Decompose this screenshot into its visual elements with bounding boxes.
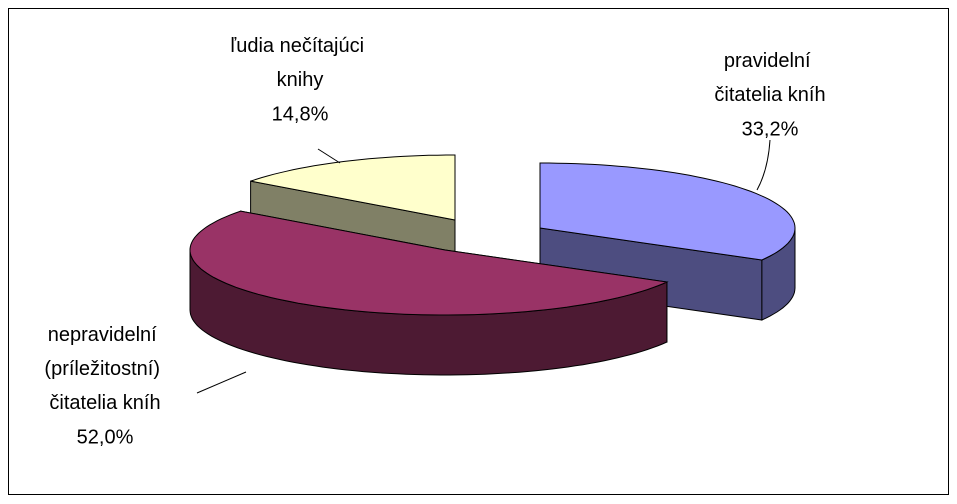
category-label: ľudia nečítajúci knihy [230,35,369,91]
category-label: pravidelní čitatelia kníh [714,50,825,106]
leader-line [196,371,247,394]
chart-frame [8,8,949,495]
slice [250,154,456,221]
slice [539,162,796,261]
slice [189,210,669,316]
value-label: 14,8% [272,103,329,125]
value-label: 33,2% [742,118,799,140]
leader-line [756,139,771,191]
pie [189,154,796,376]
leader-line [317,148,341,164]
category-label: nepravidelní (príležitostní) čitatelia k… [44,324,165,414]
value-label: 52,0% [77,426,134,448]
